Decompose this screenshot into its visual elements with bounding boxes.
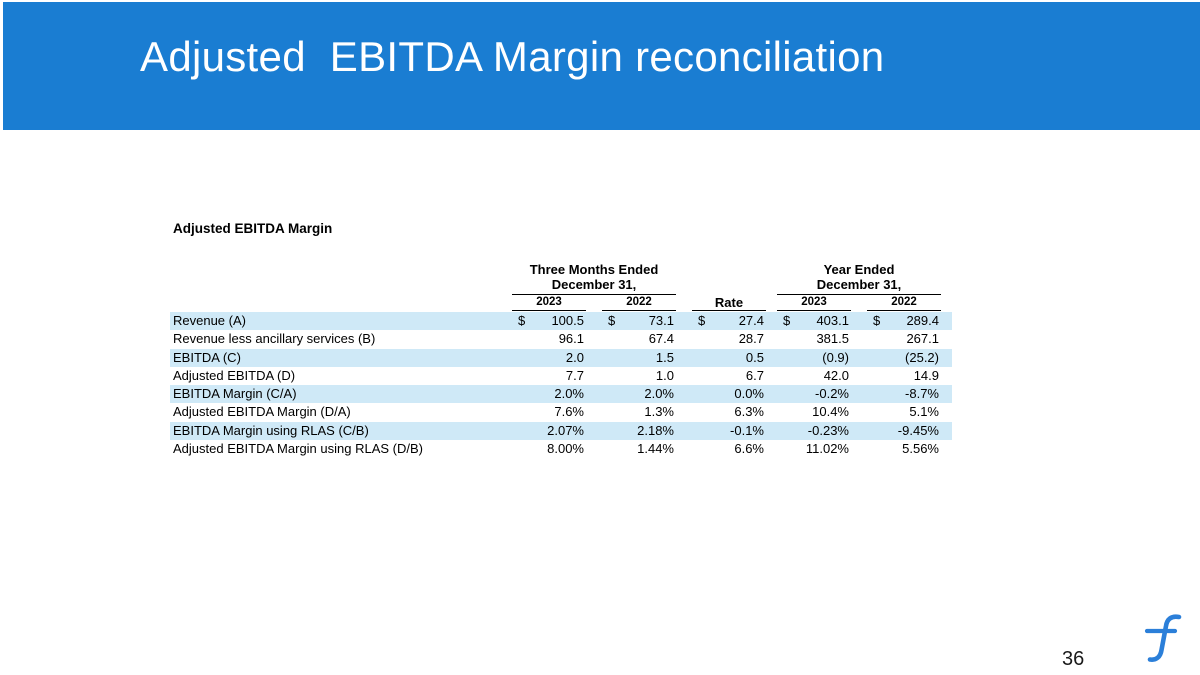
page-number: 36	[1062, 648, 1085, 670]
cell-value: 1.5	[655, 349, 674, 365]
cell-value: 7.7	[565, 367, 584, 383]
cell-value: 28.7	[738, 331, 764, 347]
cell-value: $100.5	[512, 312, 586, 330]
table-body: Revenue (A) $100.5 $73.1 $27.4 $403.1 $2…	[170, 312, 952, 458]
title-bar	[3, 2, 1200, 130]
column-group-line1: Year Ended	[823, 262, 895, 277]
cell-value: 8.00%	[547, 441, 584, 457]
row-label: Revenue less ancillary services (B)	[173, 331, 376, 347]
table-title: Adjusted EBITDA Margin	[173, 221, 333, 236]
column-header-rate: Rate	[692, 295, 766, 311]
dollar-sign: $	[873, 313, 881, 328]
table-row: Adjusted EBITDA Margin (D/A) 7.6% 1.3% 6…	[170, 403, 952, 421]
table-row: EBITDA Margin (C/A) 2.0% 2.0% 0.0% -0.2%…	[170, 385, 952, 404]
column-group-three-months: Three Months Ended December 31,	[512, 262, 676, 295]
cell-value: 2.18%	[637, 422, 674, 438]
column-header-2023: 2023	[512, 295, 586, 311]
row-label: EBITDA (C)	[173, 349, 241, 365]
cell-value: 67.4	[648, 331, 674, 347]
row-label: Adjusted EBITDA Margin (D/A)	[173, 404, 351, 420]
row-label: Revenue (A)	[173, 313, 246, 328]
row-label: Adjusted EBITDA (D)	[173, 367, 296, 383]
cell-value: 1.0	[655, 367, 674, 383]
cell-value: 6.7	[745, 367, 764, 383]
dollar-sign: $	[698, 313, 706, 328]
cell-value: $27.4	[692, 312, 766, 330]
dollar-sign: $	[608, 313, 616, 328]
column-group-year-ended: Year Ended December 31,	[777, 262, 941, 295]
cell-value: 2.0%	[644, 386, 674, 402]
cell-value: -0.2%	[815, 386, 849, 402]
table-row: Adjusted EBITDA (D) 7.7 1.0 6.7 42.0 14.…	[170, 367, 952, 385]
table-row: Adjusted EBITDA Margin using RLAS (D/B) …	[170, 440, 952, 458]
column-group-line2: December 31,	[551, 277, 637, 292]
cell-value: 14.9	[913, 367, 939, 383]
cell-value: 2.0	[565, 349, 584, 365]
cell-value: 42.0	[823, 367, 849, 383]
column-group-line1: Three Months Ended	[529, 262, 659, 277]
cell-value: $73.1	[602, 312, 676, 330]
cell-value: 1.44%	[637, 441, 674, 457]
cell-value: -0.1%	[730, 422, 764, 438]
cell-value: $289.4	[867, 312, 941, 330]
cell-value: 11.02%	[805, 441, 849, 457]
row-label: EBITDA Margin using RLAS (C/B)	[173, 422, 369, 438]
cell-value: 267.1	[906, 331, 939, 347]
cell-value: 6.6%	[734, 441, 764, 457]
cell-value: 381.5	[816, 331, 849, 347]
cell-value: 7.6%	[554, 404, 584, 420]
column-group-line2: December 31,	[816, 277, 902, 292]
company-logo-icon	[1144, 612, 1184, 664]
table-header: Three Months Ended December 31, Year End…	[170, 262, 952, 312]
column-header-2023: 2023	[777, 295, 851, 311]
row-label: EBITDA Margin (C/A)	[173, 386, 297, 402]
cell-value: -9.45%	[897, 422, 939, 438]
dollar-sign: $	[783, 313, 791, 328]
cell-value: 0.0%	[734, 386, 764, 402]
column-header-2022: 2022	[867, 295, 941, 311]
cell-value: 2.07%	[547, 422, 584, 438]
cell-value: 96.1	[558, 331, 584, 347]
cell-value: $403.1	[777, 312, 851, 330]
cell-value: (25.2)	[905, 349, 939, 365]
table-row: Revenue less ancillary services (B) 96.1…	[170, 330, 952, 348]
cell-value: 1.3%	[644, 404, 674, 420]
column-header-2022: 2022	[602, 295, 676, 311]
table-row: EBITDA Margin using RLAS (C/B) 2.07% 2.1…	[170, 421, 952, 441]
cell-value: 5.1%	[909, 404, 939, 420]
cell-value: -0.23%	[807, 422, 849, 438]
cell-value: -8.7%	[905, 386, 939, 402]
cell-value: 0.5	[745, 349, 764, 365]
cell-value: (0.9)	[822, 349, 849, 365]
slide-title: Adjusted EBITDA Margin reconciliation	[140, 33, 885, 80]
cell-value: 6.3%	[734, 404, 764, 420]
dollar-sign: $	[518, 313, 526, 328]
cell-value: 10.4%	[812, 404, 849, 420]
table-row: EBITDA (C) 2.0 1.5 0.5 (0.9) (25.2)	[170, 348, 952, 367]
cell-value: 2.0%	[554, 386, 584, 402]
row-label: Adjusted EBITDA Margin using RLAS (D/B)	[173, 441, 423, 457]
table-row: Revenue (A) $100.5 $73.1 $27.4 $403.1 $2…	[170, 312, 952, 331]
cell-value: 5.56%	[902, 441, 939, 457]
